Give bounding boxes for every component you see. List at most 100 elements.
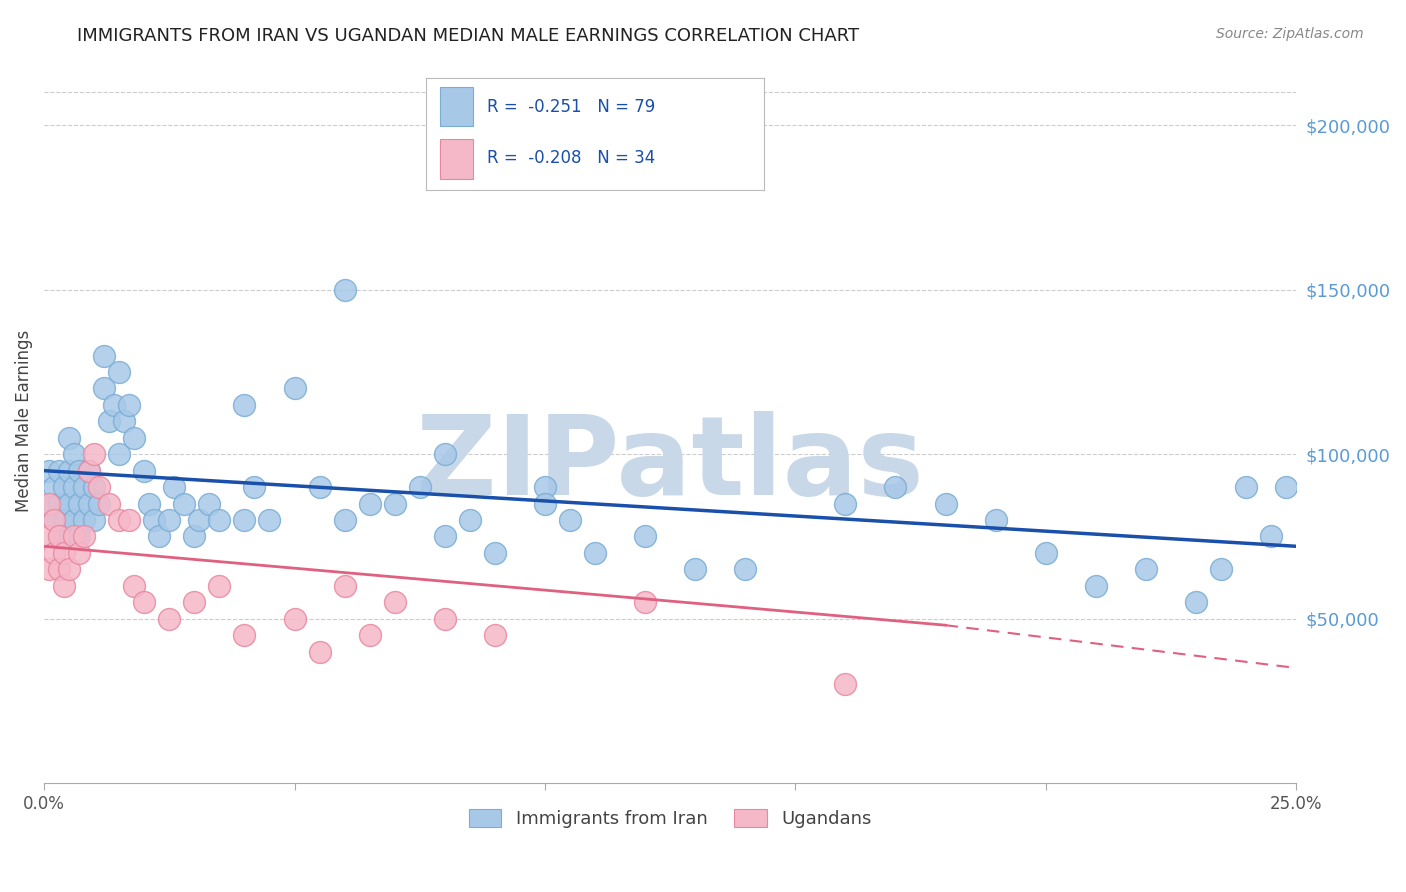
- Point: [77, 464, 100, 478]
- Point: [67, 496, 90, 510]
- Text: IMMIGRANTS FROM IRAN VS UGANDAN MEDIAN MALE EARNINGS CORRELATION CHART: IMMIGRANTS FROM IRAN VS UGANDAN MEDIAN M…: [77, 27, 859, 45]
- Point: [834, 496, 856, 510]
- Point: [935, 496, 957, 510]
- Point: [77, 464, 100, 478]
- Point: [283, 612, 305, 626]
- Point: [157, 612, 180, 626]
- Point: [188, 513, 211, 527]
- Point: [734, 562, 756, 576]
- Point: [118, 398, 141, 412]
- Point: [108, 447, 131, 461]
- Point: [433, 447, 456, 461]
- Point: [534, 480, 557, 494]
- Text: ZIPatlas: ZIPatlas: [416, 411, 924, 518]
- Point: [148, 529, 170, 543]
- Point: [308, 644, 330, 658]
- Point: [108, 365, 131, 379]
- Point: [67, 529, 90, 543]
- Point: [634, 529, 657, 543]
- Point: [233, 513, 256, 527]
- Point: [58, 464, 80, 478]
- Point: [138, 496, 160, 510]
- Point: [259, 513, 281, 527]
- Point: [48, 562, 70, 576]
- Point: [157, 513, 180, 527]
- Point: [1234, 480, 1257, 494]
- Point: [884, 480, 907, 494]
- Point: [42, 546, 65, 560]
- Point: [984, 513, 1007, 527]
- Point: [233, 398, 256, 412]
- Point: [1260, 529, 1282, 543]
- Point: [67, 464, 90, 478]
- Point: [683, 562, 706, 576]
- Point: [243, 480, 266, 494]
- Point: [122, 431, 145, 445]
- Point: [173, 496, 195, 510]
- Point: [112, 414, 135, 428]
- Point: [433, 612, 456, 626]
- Point: [48, 529, 70, 543]
- Point: [38, 496, 60, 510]
- Point: [333, 579, 356, 593]
- Point: [98, 414, 121, 428]
- Point: [83, 447, 105, 461]
- Point: [122, 579, 145, 593]
- Point: [73, 529, 96, 543]
- Point: [208, 579, 231, 593]
- Point: [308, 480, 330, 494]
- Point: [98, 496, 121, 510]
- Legend: Immigrants from Iran, Ugandans: Immigrants from Iran, Ugandans: [461, 802, 879, 836]
- Point: [48, 496, 70, 510]
- Point: [42, 480, 65, 494]
- Point: [163, 480, 186, 494]
- Point: [42, 513, 65, 527]
- Point: [103, 398, 125, 412]
- Point: [183, 595, 205, 609]
- Point: [1035, 546, 1057, 560]
- Point: [458, 513, 481, 527]
- Point: [359, 628, 381, 642]
- Text: Source: ZipAtlas.com: Source: ZipAtlas.com: [1216, 27, 1364, 41]
- Point: [834, 677, 856, 691]
- Point: [1084, 579, 1107, 593]
- Point: [534, 496, 557, 510]
- Point: [63, 529, 86, 543]
- Point: [1135, 562, 1157, 576]
- Point: [134, 595, 156, 609]
- Point: [77, 496, 100, 510]
- Point: [83, 513, 105, 527]
- Point: [134, 464, 156, 478]
- Point: [53, 480, 76, 494]
- Point: [143, 513, 166, 527]
- Point: [409, 480, 432, 494]
- Point: [48, 464, 70, 478]
- Point: [384, 496, 406, 510]
- Point: [58, 496, 80, 510]
- Point: [58, 431, 80, 445]
- Y-axis label: Median Male Earnings: Median Male Earnings: [15, 330, 32, 512]
- Point: [198, 496, 221, 510]
- Point: [48, 529, 70, 543]
- Point: [484, 546, 506, 560]
- Point: [359, 496, 381, 510]
- Point: [63, 447, 86, 461]
- Point: [53, 513, 76, 527]
- Point: [634, 595, 657, 609]
- Point: [208, 513, 231, 527]
- Point: [433, 529, 456, 543]
- Point: [73, 480, 96, 494]
- Point: [58, 562, 80, 576]
- Point: [183, 529, 205, 543]
- Point: [283, 381, 305, 395]
- Point: [63, 480, 86, 494]
- Point: [53, 579, 76, 593]
- Point: [73, 513, 96, 527]
- Point: [89, 480, 111, 494]
- Point: [233, 628, 256, 642]
- Point: [89, 496, 111, 510]
- Point: [38, 529, 60, 543]
- Point: [83, 480, 105, 494]
- Point: [38, 464, 60, 478]
- Point: [63, 513, 86, 527]
